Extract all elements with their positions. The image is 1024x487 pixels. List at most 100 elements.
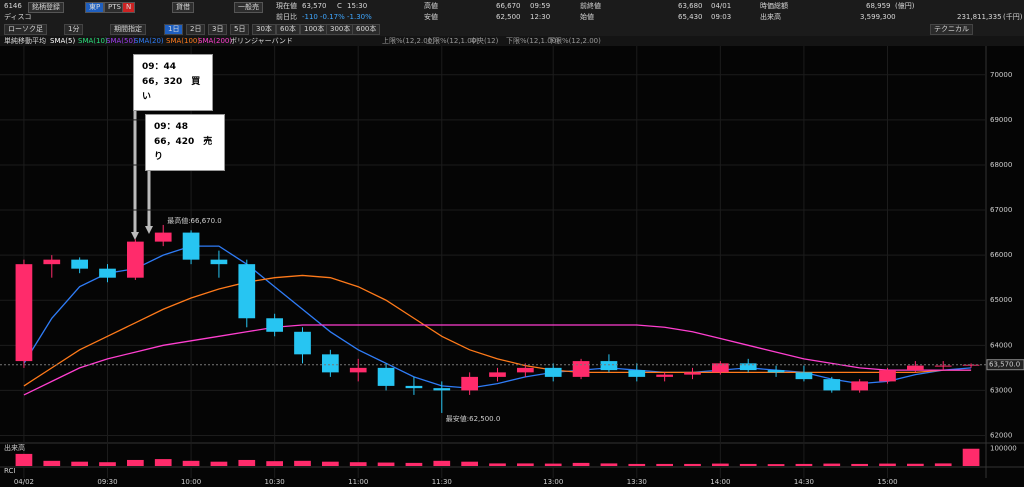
toolbar-button[interactable]: ローソク足 (4, 24, 47, 35)
sma-line (23, 274, 972, 387)
toolbar-button[interactable]: 60本 (276, 24, 300, 35)
candle-body (71, 259, 88, 269)
toolbar-button[interactable]: テクニカル (930, 24, 973, 35)
y-tick-label: 69000 (990, 116, 1012, 124)
header-field: (千円) (1003, 13, 1023, 21)
legend-item: SMA(5) (50, 37, 76, 45)
volume-bar (851, 463, 868, 466)
header-field: 3,599,300 (860, 13, 896, 21)
annotation-text: 66，420 売り (154, 137, 213, 162)
header-button[interactable]: 東P (85, 2, 105, 13)
annotation-time: 09：48 (154, 122, 189, 132)
candle-body (739, 363, 757, 371)
volume-bar (71, 461, 88, 466)
y-tick-label: 70000 (990, 71, 1012, 79)
candle-body (238, 264, 256, 319)
header-button[interactable]: 貸借 (172, 2, 194, 13)
candle-body (934, 365, 952, 367)
header-field: 12:30 (530, 13, 551, 21)
x-tick-label: 10:00 (181, 478, 201, 486)
volume-bar (628, 463, 646, 466)
volume-bar (461, 461, 478, 466)
header-field: (億円) (895, 2, 915, 10)
volume-bar (15, 453, 33, 466)
header-button[interactable]: 一般売 (234, 2, 263, 13)
volume-bar (182, 460, 200, 466)
legend-item: 上限%(12,2.00) (382, 37, 435, 45)
header-field: 65,430 (678, 13, 703, 21)
volume-bar (489, 463, 506, 466)
legend-item: 中央(12) (470, 37, 499, 45)
header-field: ディスコ (4, 13, 32, 21)
toolbar-button[interactable]: 30本 (252, 24, 276, 35)
annotation-text: 66，320 買い (142, 77, 201, 102)
candle-body (712, 363, 729, 373)
volume-bar (544, 463, 562, 466)
volume-bar (656, 463, 673, 466)
y-tick-label: 62000 (990, 431, 1012, 439)
x-tick-label: 15:00 (877, 478, 897, 486)
candle-body (684, 372, 701, 375)
candle-body (322, 354, 339, 373)
legend-item: SMA(50) (106, 37, 136, 45)
volume-bar (739, 463, 757, 466)
sma-line (23, 324, 972, 396)
x-tick-label: 09:30 (97, 478, 117, 486)
volume-bar (684, 463, 701, 466)
header-field: 始値 (580, 13, 594, 21)
annotation: 09：44 66，320 買い (133, 54, 213, 111)
header-field: 安値 (424, 13, 438, 21)
volume-bar (572, 462, 590, 466)
toolbar-button[interactable]: 300本 (326, 24, 355, 35)
candle-body (851, 381, 868, 391)
y-tick-label: 64000 (990, 341, 1012, 349)
toolbar-button[interactable]: 期間指定 (110, 24, 146, 35)
x-tick-label: 13:30 (627, 478, 647, 486)
volume-bar (517, 463, 534, 466)
x-tick-label: 04/02 (14, 478, 34, 486)
candle-body (572, 361, 590, 377)
toolbar-button[interactable]: 2日 (186, 24, 206, 35)
candle-body (879, 370, 896, 382)
candle-body (294, 331, 311, 355)
toolbar-button[interactable]: 600本 (352, 24, 381, 35)
volume-bar (962, 448, 980, 466)
legend-item: SMA(200) (198, 37, 233, 45)
legend-item: SMA(100) (166, 37, 201, 45)
annotation-time: 09：44 (142, 62, 177, 72)
candle-body (43, 259, 61, 265)
volume-bar (767, 464, 785, 466)
volume-bar (879, 463, 896, 466)
volume-bar (238, 459, 256, 466)
volume-bar (210, 461, 228, 466)
volume-bar (99, 462, 116, 466)
toolbar-button[interactable]: 3日 (208, 24, 228, 35)
volume-bar (433, 460, 451, 466)
arrow-head (145, 226, 153, 234)
toolbar-button[interactable]: 100本 (300, 24, 329, 35)
header-field: -1.30% (347, 13, 372, 21)
header-field: 09:03 (711, 13, 732, 21)
y-tick-label: 67000 (990, 206, 1012, 214)
candle-body (656, 374, 673, 377)
y-tick-label: 63000 (990, 386, 1012, 394)
toolbar-button[interactable]: 1日 (164, 24, 184, 35)
volume-title: 出来高 (4, 443, 25, 452)
volume-bar (294, 460, 311, 466)
header-field: 出来高 (760, 13, 781, 21)
header-button[interactable]: N (122, 2, 136, 13)
volume-bar (600, 463, 618, 466)
header-field: 現在値 (276, 2, 297, 10)
header-field: 04/01 (711, 2, 732, 10)
header-field: 高値 (424, 2, 438, 10)
header-field: C (337, 2, 342, 10)
header-field: 前日比 (276, 13, 297, 21)
toolbar-button[interactable]: 1分 (64, 24, 84, 35)
toolbar-button[interactable]: 5日 (230, 24, 250, 35)
legend-bg (0, 36, 1024, 46)
header-button[interactable]: 銘柄登録 (28, 2, 64, 13)
header-field: 63,680 (678, 2, 703, 10)
arrow-head (131, 232, 139, 240)
legend-item: 下限%(12,1.00) (506, 37, 559, 45)
